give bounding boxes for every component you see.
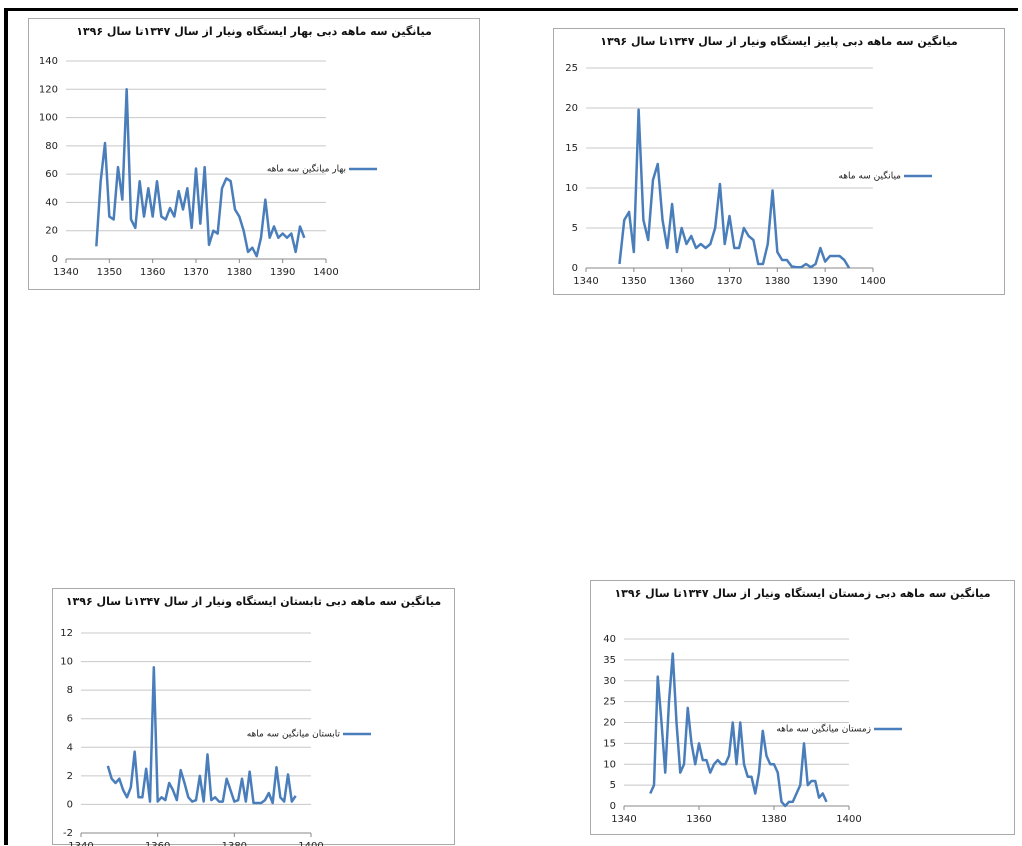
y-tick-label: 20 <box>565 103 578 114</box>
y-tick-label: 5 <box>610 780 616 791</box>
x-tick-label: 1370 <box>717 276 742 287</box>
chart: -2 0 2 4 6 8 10 12 1340 1360 1380 1400 تابستان میانگ… <box>60 628 371 846</box>
x-tick-label: 1400 <box>860 276 885 287</box>
chart-title: میانگین سه ماهه دبی زمستان ایستگاه ونیار… <box>614 587 991 600</box>
y-tick-label: 20 <box>45 226 58 237</box>
y-tick-label: 15 <box>565 143 578 154</box>
y-tick-label: 15 <box>603 738 616 749</box>
x-tick-label: 1360 <box>669 276 694 287</box>
chart-title: میانگین سه ماهه دبی بهار ایستگاه ونیار ا… <box>76 25 432 38</box>
chart: 0 5 10 15 20 25 30 35 40 1340 1360 1380 1400 زمستان م… <box>603 634 902 825</box>
y-tick-label: 25 <box>565 63 578 74</box>
x-tick-label: 1340 <box>611 814 636 825</box>
legend-label: تابستان میانگین سه ماهه <box>247 728 341 740</box>
x-tick-label: 1400 <box>836 814 861 825</box>
x-tick-label: 1390 <box>812 276 837 287</box>
x-tick-label: 1360 <box>686 814 711 825</box>
y-tick-label: 0 <box>52 254 58 265</box>
legend-label: میانگین سه ماهه <box>838 170 901 182</box>
chart-title: میانگین سه ماهه دبی تابستان ایستگاه ونیا… <box>65 595 442 608</box>
x-tick-label: 1380 <box>761 814 786 825</box>
data-line <box>95 88 306 258</box>
y-tick-label: 80 <box>45 141 58 152</box>
legend-label: بهار میانگین سه ماهه <box>267 163 346 175</box>
x-tick-label: 1360 <box>145 841 170 846</box>
x-tick-label: 1350 <box>621 276 646 287</box>
x-tick-label: 1400 <box>313 267 338 278</box>
y-tick-label: 100 <box>39 113 58 124</box>
legend-label: زمستان میانگین سه ماهه <box>776 723 871 735</box>
y-tick-label: 40 <box>603 634 616 645</box>
x-tick-label: 1360 <box>140 267 165 278</box>
x-tick-label: 1340 <box>573 276 598 287</box>
y-tick-label: 4 <box>67 742 73 753</box>
y-tick-label: -2 <box>63 828 73 839</box>
y-tick-label: 120 <box>39 84 58 95</box>
y-tick-label: 10 <box>603 759 616 770</box>
x-tick-label: 1380 <box>227 267 252 278</box>
y-tick-label: 6 <box>67 714 73 725</box>
y-tick-label: 0 <box>572 263 578 274</box>
y-tick-label: 60 <box>45 169 58 180</box>
data-line <box>618 108 851 269</box>
x-tick-label: 1350 <box>97 267 122 278</box>
chart-panel: 0 20 40 60 80 100 120 140 1340 1350 1360 1370 1380 13… <box>28 18 480 290</box>
chart-panel: -2 0 2 4 6 8 10 12 1340 1360 1380 1400 تابستان میانگ… <box>52 588 455 846</box>
chart-panel: 0 5 10 15 20 25 1340 1350 1360 1370 1380 1390 1400 می… <box>553 28 1005 295</box>
x-tick-label: 1340 <box>68 841 93 846</box>
x-tick-label: 1370 <box>183 267 208 278</box>
page-frame <box>4 8 1018 845</box>
chart: 0 20 40 60 80 100 120 140 1340 1350 1360 1370 1380 13… <box>39 56 377 278</box>
y-tick-label: 10 <box>60 657 73 668</box>
y-tick-label: 5 <box>572 223 578 234</box>
chart-panel: 0 5 10 15 20 25 30 35 40 1340 1360 1380 1400 زمستان م… <box>590 580 1015 835</box>
y-tick-label: 30 <box>603 676 616 687</box>
x-tick-label: 1380 <box>222 841 247 846</box>
y-tick-label: 20 <box>603 718 616 729</box>
y-tick-label: 12 <box>60 628 73 639</box>
x-tick-label: 1390 <box>270 267 295 278</box>
y-tick-label: 140 <box>39 56 58 67</box>
y-tick-label: 40 <box>45 197 58 208</box>
chart-title: میانگین سه ماهه دبی پاییز ایستگاه ونیار … <box>600 35 958 48</box>
y-tick-label: 10 <box>565 183 578 194</box>
x-tick-label: 1340 <box>53 267 78 278</box>
data-line <box>649 652 828 808</box>
data-line <box>106 666 297 805</box>
y-tick-label: 2 <box>67 771 73 782</box>
x-tick-label: 1400 <box>298 841 323 846</box>
chart: 0 5 10 15 20 25 1340 1350 1360 1370 1380 1390 1400 می… <box>565 63 932 287</box>
x-tick-label: 1380 <box>765 276 790 287</box>
y-tick-label: 25 <box>603 697 616 708</box>
y-tick-label: 0 <box>67 799 73 810</box>
y-tick-label: 35 <box>603 655 616 666</box>
y-tick-label: 8 <box>67 685 73 696</box>
y-tick-label: 0 <box>610 801 616 812</box>
